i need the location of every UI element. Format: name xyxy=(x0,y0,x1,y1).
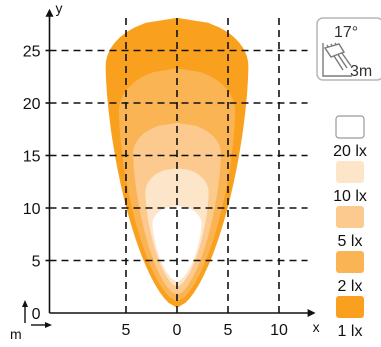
mounting-badge: 17° 3m xyxy=(316,17,381,81)
y-tick-label: 10 xyxy=(23,201,41,218)
legend-label: 1 lx xyxy=(338,323,363,340)
x-tick-label: 10 xyxy=(270,322,288,339)
badge-height-label: 3m xyxy=(350,63,372,80)
y-tick-label: 25 xyxy=(23,44,41,61)
badge-frame xyxy=(316,17,381,81)
badge-angle-label: 17° xyxy=(334,24,358,41)
x-axis-label: x xyxy=(313,319,320,335)
legend-swatch xyxy=(336,296,364,318)
x-tick-label: 5 xyxy=(224,322,233,339)
y-tick-label: 0 xyxy=(32,306,41,323)
legend-label: 10 lx xyxy=(333,188,367,205)
legend: 20 lx 10 lx 5 lx 2 lx 1 lx xyxy=(333,115,367,340)
contour-20-lx xyxy=(152,205,202,282)
unit-right-arrowhead xyxy=(45,322,52,328)
legend-swatch xyxy=(336,206,364,228)
axes: 0 5 10 15 20 25 5 0 5 10 y x m xyxy=(10,0,320,342)
y-tick-label: 15 xyxy=(23,149,41,166)
x-tick-label: 5 xyxy=(122,322,131,339)
y-tick-label: 5 xyxy=(32,254,41,271)
y-axis-label: y xyxy=(56,0,63,16)
legend-label: 5 lx xyxy=(338,233,363,250)
legend-swatch xyxy=(336,161,364,183)
x-axis-arrow xyxy=(307,309,316,317)
unit-up-arrowhead xyxy=(22,300,28,307)
mounting-angle-icon xyxy=(322,42,352,77)
legend-label: 2 lx xyxy=(338,278,363,295)
legend-swatch xyxy=(336,251,364,273)
x-tick-label: 0 xyxy=(173,322,182,339)
y-axis-arrow xyxy=(45,8,54,17)
unit-label: m xyxy=(10,326,22,342)
legend-label: 20 lx xyxy=(333,143,367,160)
y-tick-label: 20 xyxy=(23,96,41,113)
legend-swatch xyxy=(335,115,365,139)
